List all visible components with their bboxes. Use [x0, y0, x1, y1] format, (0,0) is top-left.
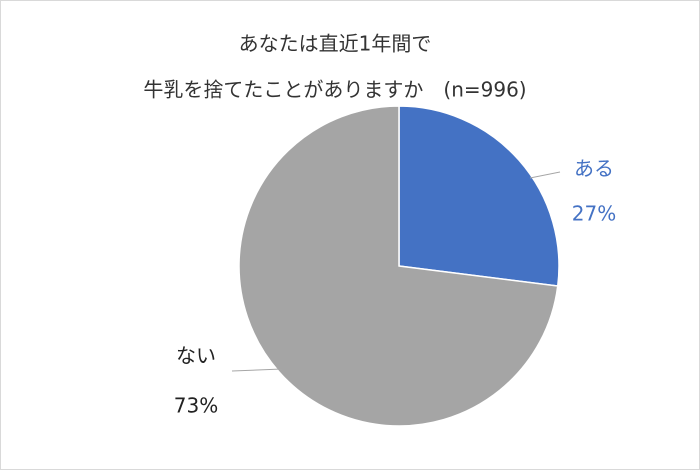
pie-slice [238, 105, 559, 427]
leader-line [231, 368, 283, 372]
category-label: ない [176, 344, 216, 368]
value-label: 73% [174, 394, 218, 418]
leader-line [529, 171, 561, 179]
chart-title: あなたは直近1年間で [239, 32, 432, 56]
chart-title: 牛乳を捨てたことがありますか (n=996) [143, 78, 526, 102]
pie-slice [398, 105, 560, 287]
category-label: ある [574, 157, 614, 181]
value-label: 27% [572, 202, 616, 226]
